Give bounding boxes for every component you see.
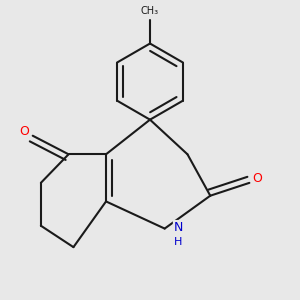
Text: N: N bbox=[174, 221, 183, 234]
Text: H: H bbox=[174, 237, 183, 248]
Text: O: O bbox=[20, 124, 30, 138]
Text: O: O bbox=[253, 172, 262, 185]
Text: CH₃: CH₃ bbox=[141, 6, 159, 16]
